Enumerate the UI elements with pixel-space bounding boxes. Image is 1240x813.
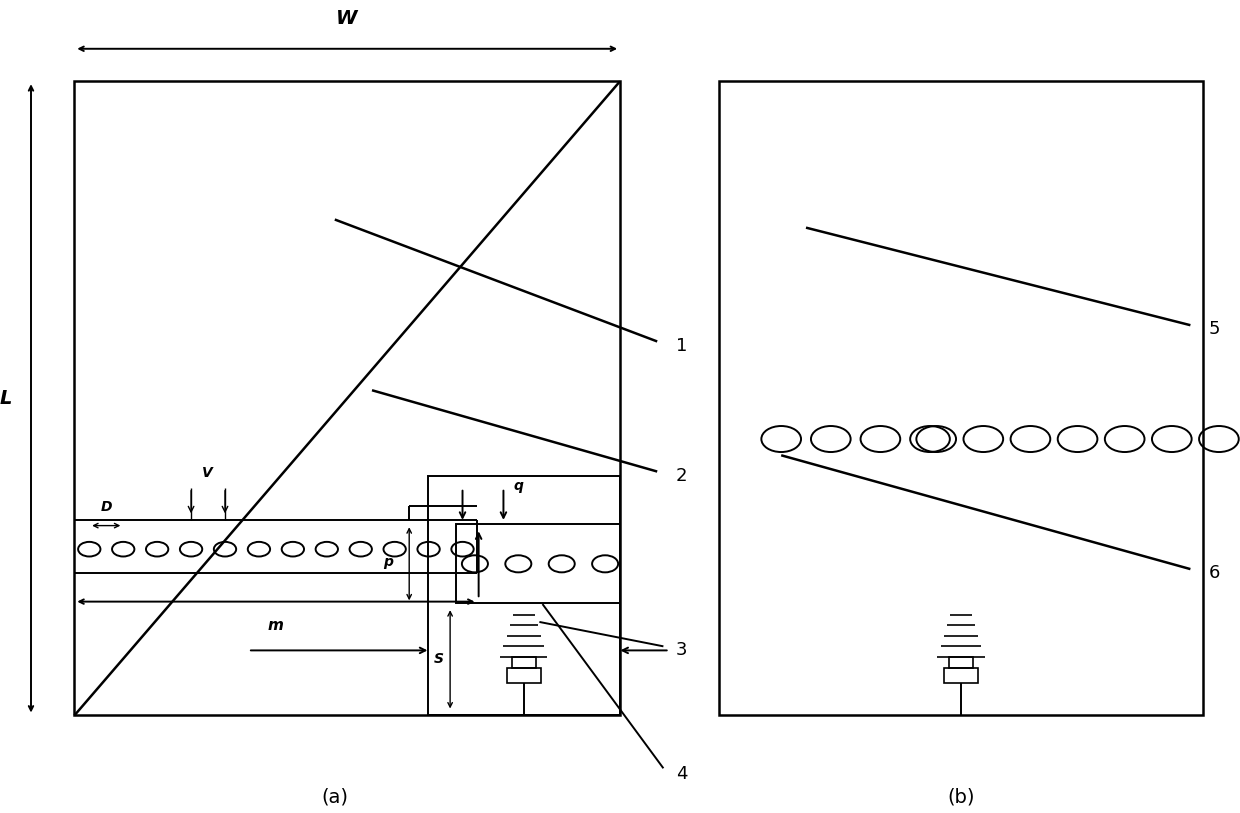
Bar (511, 657, 537, 668)
Text: $\bfit{q}$: $\bfit{q}$ (513, 480, 525, 495)
Text: 4: 4 (676, 765, 687, 783)
Text: $\bfit{W}$: $\bfit{W}$ (335, 10, 360, 28)
Bar (456, 524, 620, 603)
Text: 2: 2 (676, 467, 687, 485)
Text: $\bfit{V}$: $\bfit{V}$ (201, 466, 215, 480)
Bar (428, 476, 620, 715)
Text: $\bfit{S}$: $\bfit{S}$ (433, 652, 444, 667)
Bar (506, 668, 541, 683)
Bar (74, 81, 620, 715)
Text: (a): (a) (321, 787, 348, 806)
Text: $\bfit{m}$: $\bfit{m}$ (268, 618, 284, 633)
Text: $\bfit{L}$: $\bfit{L}$ (0, 389, 12, 408)
Text: $\bfit{D}$: $\bfit{D}$ (99, 500, 113, 514)
Text: 1: 1 (676, 337, 687, 354)
Text: $\bfit{p}$: $\bfit{p}$ (383, 556, 394, 572)
Text: 3: 3 (676, 641, 687, 659)
Text: 5: 5 (1209, 320, 1220, 338)
Bar (949, 657, 973, 668)
Bar (944, 668, 978, 683)
Bar (719, 81, 1203, 715)
Text: (b): (b) (947, 787, 975, 806)
Text: 6: 6 (1209, 564, 1220, 582)
